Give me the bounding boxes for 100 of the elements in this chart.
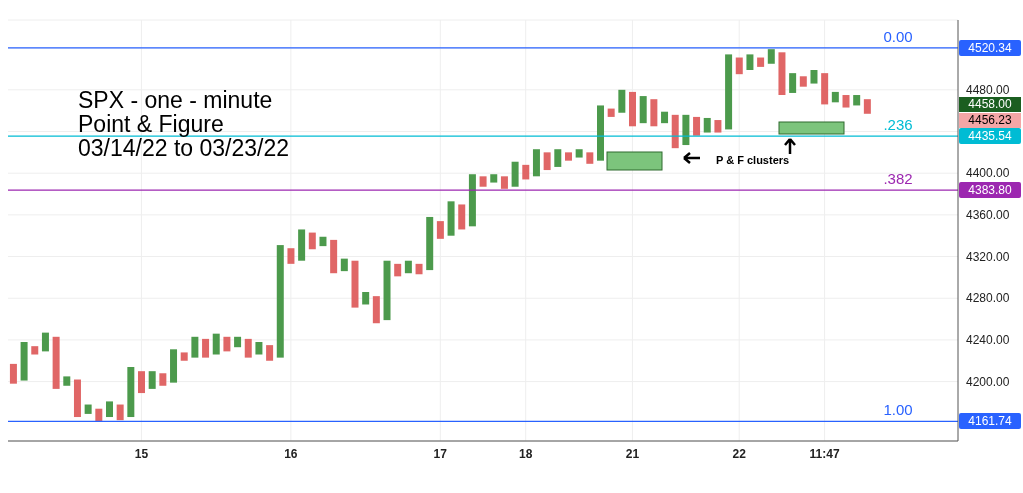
bar (554, 149, 562, 167)
bar (52, 336, 60, 389)
bar (778, 52, 786, 96)
x-tick-label: 18 (519, 446, 533, 461)
bar (319, 236, 327, 247)
bar (511, 161, 519, 187)
bar (308, 232, 316, 250)
bar (63, 376, 71, 386)
bar (340, 258, 348, 272)
bar (490, 174, 498, 183)
bar (500, 176, 508, 189)
annotation: .382 (882, 170, 914, 189)
bar (159, 373, 167, 386)
bar (105, 401, 113, 418)
bar (415, 263, 423, 275)
bar (693, 116, 701, 136)
bar (575, 149, 583, 158)
bar (191, 336, 199, 358)
annotation: .236 (882, 116, 914, 135)
bar (9, 363, 17, 384)
bar (212, 333, 220, 355)
bar (362, 291, 370, 305)
bar (404, 260, 412, 274)
bar (863, 99, 871, 114)
ref-line-label: 4435.54 (959, 128, 1021, 145)
bar (735, 57, 743, 75)
bar (84, 404, 92, 414)
bar (468, 174, 476, 227)
annotation: 0.00 (882, 27, 914, 46)
bar (564, 152, 572, 161)
y-tick-label: 4400.00 (966, 166, 1010, 181)
bar (447, 201, 455, 236)
bar (372, 296, 380, 324)
x-tick-label: 22 (732, 446, 747, 461)
bar (116, 404, 124, 421)
bar (522, 164, 530, 180)
bar (276, 245, 284, 358)
bar (436, 221, 444, 239)
bar (639, 96, 647, 124)
bar (810, 70, 818, 84)
bar (148, 371, 156, 389)
bar (746, 54, 754, 71)
bar (266, 345, 274, 361)
bar (394, 263, 402, 277)
bar (757, 57, 765, 67)
bar (725, 54, 733, 130)
ref-line-label: 4161.74 (959, 413, 1021, 430)
bar (458, 204, 466, 230)
bar (543, 152, 551, 171)
bar (650, 99, 658, 127)
bar (586, 152, 594, 164)
bar (287, 248, 295, 264)
y-tick-label: 4320.00 (966, 249, 1010, 264)
x-tick-label: 17 (433, 446, 448, 461)
bar (244, 338, 252, 358)
bar (223, 336, 231, 352)
x-tick-label: 21 (625, 446, 640, 461)
bar (73, 379, 81, 418)
y-tick-label: 4480.00 (966, 83, 1010, 98)
bar (799, 76, 807, 87)
ref-line-label: 4520.34 (959, 39, 1021, 56)
bar (479, 176, 487, 187)
text: SPX - one - minute Point & Figure 03/14/22 to 03/23/22 (78, 87, 290, 161)
bar (298, 229, 306, 261)
bar (767, 49, 775, 64)
bar (671, 114, 679, 149)
annotation: P & F clusters (716, 154, 790, 166)
bar (20, 342, 28, 381)
bar (138, 371, 146, 394)
text: 4456.23 (959, 112, 1021, 128)
bar (607, 108, 615, 117)
bar (618, 89, 626, 113)
bar (383, 260, 391, 321)
y-tick-label: 4200.00 (966, 374, 1010, 389)
bar (842, 95, 850, 108)
bar (127, 367, 135, 418)
bar (789, 73, 797, 93)
bar (821, 73, 829, 105)
bar (703, 117, 711, 133)
bar (234, 336, 242, 348)
x-tick-label: 16 (284, 446, 298, 461)
text: 4458.00 (959, 97, 1021, 112)
bar (714, 120, 722, 133)
bar (853, 95, 861, 106)
bar (31, 346, 39, 355)
y-tick-label: 4360.00 (966, 208, 1010, 223)
bar (255, 342, 263, 355)
bar (95, 408, 103, 422)
bar (202, 338, 210, 358)
bar (426, 216, 434, 271)
bar (170, 349, 178, 383)
annotation: 1.00 (882, 401, 914, 420)
x-tick-label: 15 (134, 446, 149, 461)
bar (41, 332, 49, 352)
y-tick-label: 4280.00 (966, 291, 1010, 306)
bar (629, 91, 637, 127)
bar (532, 149, 540, 177)
bar (682, 114, 690, 146)
ref-line-label: 4383.80 (959, 182, 1021, 199)
bar (330, 239, 338, 274)
